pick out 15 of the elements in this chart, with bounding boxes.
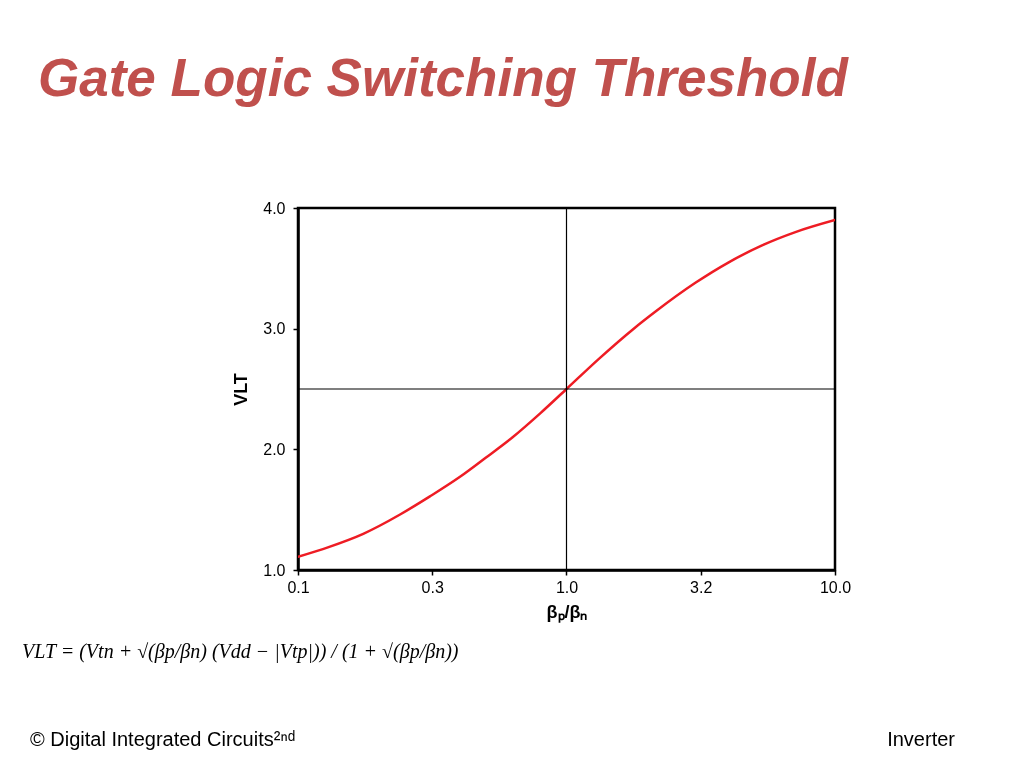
y-tick-label: 3.0: [263, 320, 286, 338]
x-axis-title: βₚ/βₙ: [546, 601, 588, 623]
x-tick-label: 10.0: [819, 578, 852, 596]
text: Inverter: [887, 728, 956, 750]
text: VLT = (Vtn + √(βp/βn) (Vdd − |Vtp|)) / (1 + √(βp/βn)): [22, 640, 459, 663]
x-tick-label: 3.2: [690, 578, 713, 596]
y-tick-label: 2.0: [263, 440, 286, 458]
y-axis-title: VLT: [231, 373, 252, 406]
x-tick-label: 0.3: [421, 578, 444, 596]
x-tick-label: 1.0: [555, 578, 579, 596]
y-tick-label: 4.0: [263, 199, 286, 217]
text: © Digital Integrated Circuits²ⁿᵈ: [30, 728, 296, 750]
y-tick-label: 1.0: [263, 561, 286, 579]
chart-title: Gate Logic Switching Threshold: [38, 48, 850, 107]
x-tick-label: 0.1: [287, 578, 310, 596]
